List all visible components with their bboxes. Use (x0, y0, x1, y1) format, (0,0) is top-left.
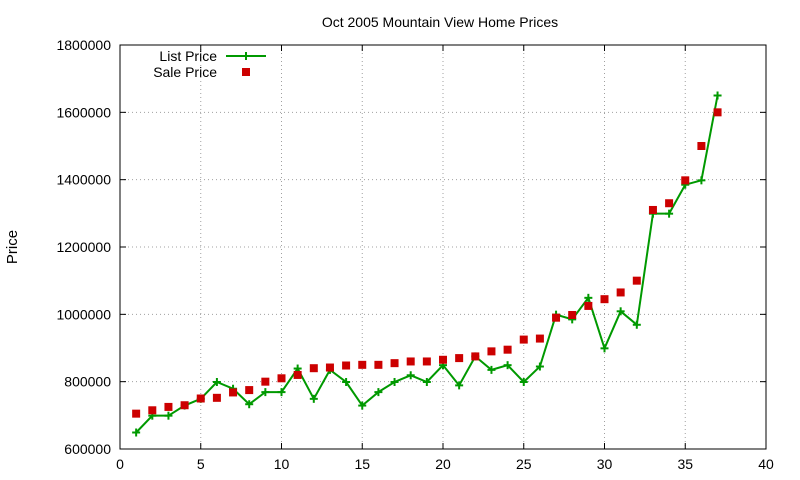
list-price-point (406, 371, 415, 380)
list-price-point (212, 378, 221, 387)
x-tick-label: 25 (516, 456, 532, 472)
sale-price-point (584, 301, 593, 310)
x-tick-label: 20 (435, 456, 451, 472)
chart-title: Oct 2005 Mountain View Home Prices (322, 14, 558, 30)
list-price-point (342, 378, 351, 387)
legend-label: List Price (159, 48, 217, 64)
sale-price-point (697, 142, 706, 150)
sale-price-point (471, 352, 480, 361)
list-price-series (132, 91, 722, 437)
sale-price-point (148, 406, 157, 415)
sale-price-point (487, 347, 496, 356)
sale-price-point (309, 364, 318, 373)
list-price-point (713, 91, 722, 100)
sale-price-point (422, 357, 431, 366)
list-price-point (277, 388, 286, 397)
sale-price-series (132, 108, 722, 418)
sale-price-point (374, 360, 383, 369)
legend-cross-swatch (242, 52, 250, 60)
sale-price-point (681, 176, 690, 185)
sale-price-point (568, 311, 577, 320)
sale-price-point (277, 374, 286, 383)
y-axis-label: Price (4, 230, 21, 264)
list-price-point (584, 293, 593, 302)
list-price-point (487, 365, 496, 374)
plot-frame (119, 44, 767, 450)
list-price-point (600, 344, 609, 353)
sale-price-point (455, 354, 464, 363)
y-tick-label: 800000 (64, 374, 111, 390)
sale-price-point (665, 199, 674, 208)
sale-price-point (325, 363, 334, 372)
x-tick-label: 35 (677, 456, 693, 472)
list-price-point (309, 394, 318, 403)
sale-price-point (245, 386, 254, 395)
sale-price-point (293, 370, 302, 379)
sale-price-point (390, 359, 399, 368)
list-price-point (616, 307, 625, 316)
sale-price-point (212, 393, 221, 402)
list-price-point (503, 361, 512, 370)
y-tick-label: 1000000 (56, 306, 111, 322)
axis-ticks: 0 5 10 15 20 25 30 35 40 600000 800000 1000000 12000… (56, 37, 774, 472)
list-price-point (455, 381, 464, 390)
sale-price-point (439, 355, 447, 364)
sale-price-point (406, 357, 415, 366)
list-price-point (697, 176, 706, 185)
sale-price-point (342, 361, 351, 370)
x-tick-label: 5 (197, 456, 205, 472)
sale-price-point (535, 334, 544, 343)
sale-price-point (229, 388, 238, 397)
list-price-point (535, 362, 544, 371)
list-price-point (519, 378, 528, 387)
x-tick-label: 0 (116, 456, 124, 472)
sale-price-point (552, 313, 561, 322)
sale-price-point (648, 205, 657, 214)
x-tick-label: 15 (354, 456, 370, 472)
y-tick-label: 1800000 (56, 37, 111, 53)
list-price-point (390, 378, 399, 387)
sale-price-point (616, 288, 625, 297)
sale-price-point (632, 276, 641, 285)
list-price-point (358, 401, 367, 410)
list-price-point (245, 400, 254, 409)
sale-price-point (503, 345, 512, 354)
list-price-point (422, 378, 431, 387)
data-series (132, 91, 722, 437)
list-price-point (374, 388, 383, 397)
sale-price-point (600, 295, 609, 304)
sale-price-point (164, 402, 173, 411)
y-tick-label: 1400000 (56, 172, 111, 188)
list-price-point (665, 209, 674, 218)
sale-price-point (180, 401, 189, 410)
sale-price-point (519, 335, 528, 344)
sale-price-point (713, 108, 722, 117)
list-price-point (632, 320, 641, 329)
grid (120, 45, 766, 449)
list-price-point (132, 428, 141, 437)
y-tick-label: 1600000 (56, 104, 111, 120)
sale-price-point (261, 377, 270, 386)
x-tick-label: 40 (758, 456, 774, 472)
list-price-point (261, 388, 270, 397)
y-tick-label: 600000 (64, 441, 111, 457)
legend-square-swatch (242, 68, 250, 76)
legend-label: Sale Price (153, 64, 217, 80)
sale-price-point (132, 409, 141, 418)
x-tick-label: 30 (597, 456, 613, 472)
sale-price-point (196, 394, 205, 403)
list-price-point (164, 411, 173, 420)
sale-price-point (358, 360, 367, 369)
y-tick-label: 1200000 (56, 239, 111, 255)
x-tick-label: 10 (274, 456, 290, 472)
